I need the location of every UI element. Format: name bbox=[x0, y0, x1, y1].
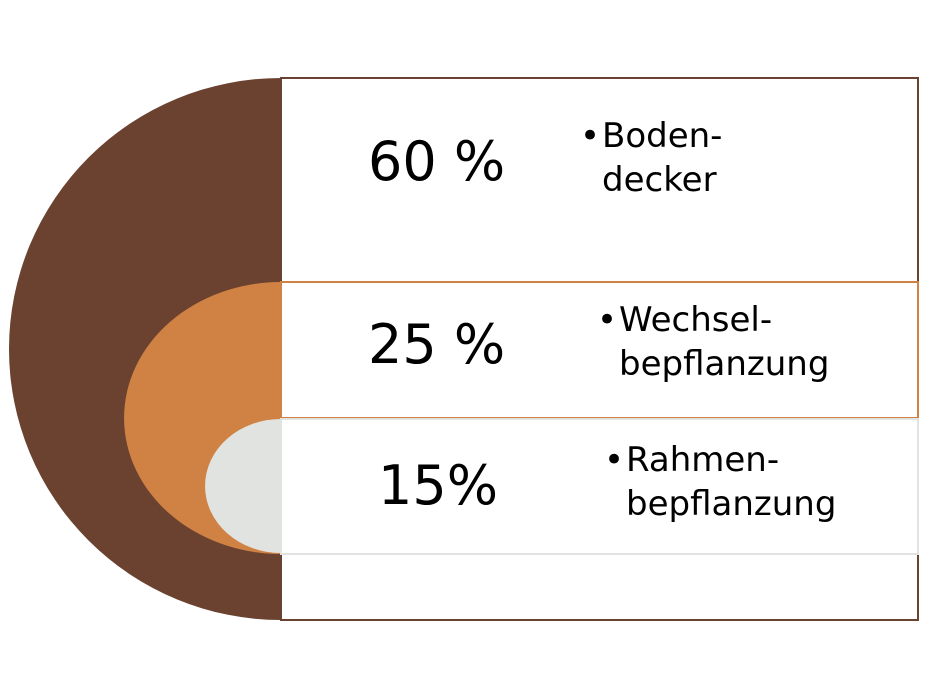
bullet-icon: • bbox=[604, 440, 625, 480]
level-3-label-line-1: Rahmen- bbox=[626, 440, 780, 480]
level-2-label-line-2: bepflanzung bbox=[619, 344, 830, 384]
level-2-label: • Wechsel- bepflanzung bbox=[597, 298, 830, 386]
bullet-icon: • bbox=[580, 116, 601, 156]
level-3-percent: 15% bbox=[378, 454, 499, 517]
level-3-label: • Rahmen- bepflanzung bbox=[604, 438, 837, 526]
level-1-label-line-1: Boden- bbox=[602, 116, 723, 156]
level-1-label: • Boden- decker bbox=[580, 114, 723, 202]
level-3-band bbox=[280, 418, 919, 555]
level-2-percent: 25 % bbox=[368, 313, 506, 376]
level-1-percent: 60 % bbox=[368, 130, 506, 193]
level-3-label-line-2: bepflanzung bbox=[626, 484, 837, 524]
level-2-label-line-1: Wechsel- bbox=[619, 300, 773, 340]
level-3-arc bbox=[205, 419, 281, 553]
bullet-icon: • bbox=[597, 300, 618, 340]
level-1-label-line-2: decker bbox=[602, 160, 717, 200]
